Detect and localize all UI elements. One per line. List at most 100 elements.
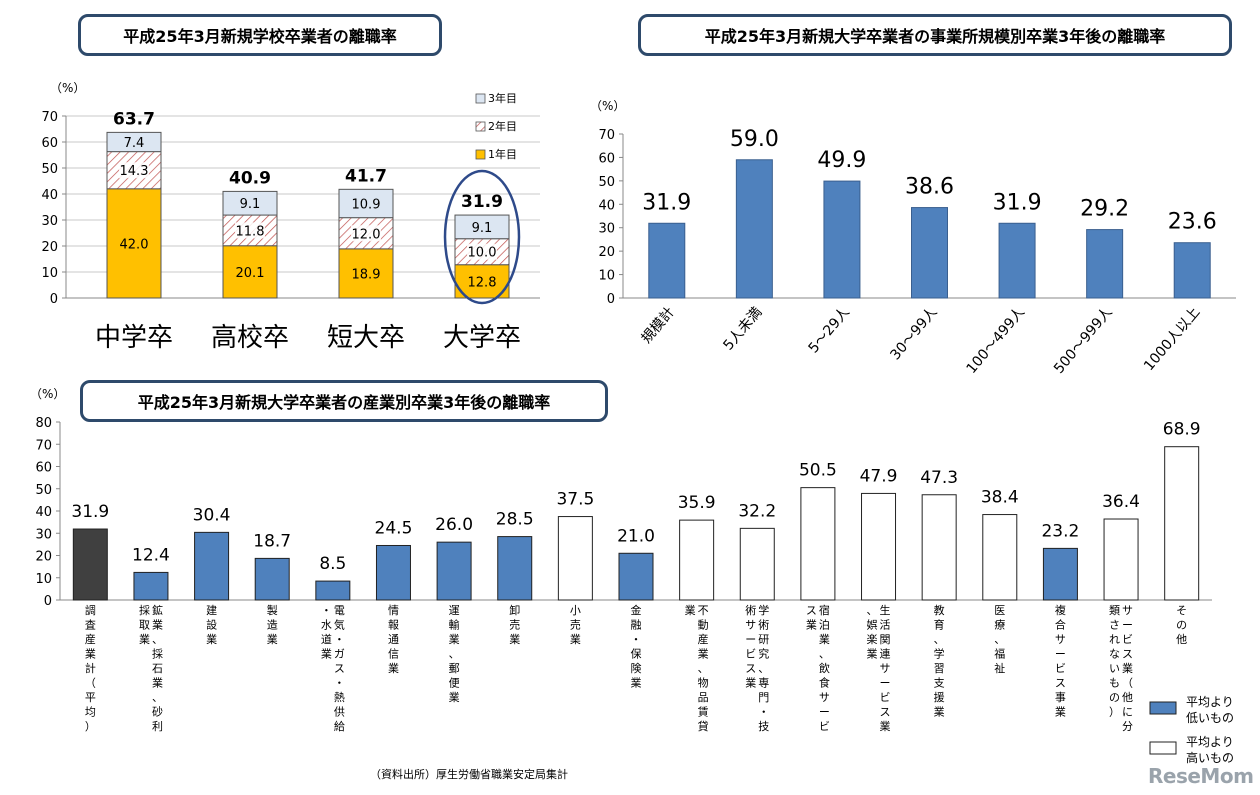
chart3-bar: [254, 557, 290, 601]
chart1-label-bg: [467, 243, 497, 260]
chart3-category-label: その他: [1176, 604, 1187, 646]
chart2-value-label: 38.6: [905, 175, 954, 200]
chart3-ytick-label: 30: [35, 527, 52, 542]
chart2-bar: [1173, 242, 1211, 299]
chart3-category-label: 採取業: [139, 603, 150, 646]
chart1-legend-label: 3年目: [488, 91, 517, 105]
chart3-bar: [436, 541, 472, 601]
chart1-bar-segment: [106, 188, 162, 299]
chart3-category-label: 教育、学習支援業: [934, 604, 945, 719]
chart3-bar: [1164, 446, 1200, 601]
chart3-value-label: 38.4: [981, 488, 1019, 508]
chart2-category-label: 5人未満: [720, 304, 765, 353]
chart3-category-label: 生活関連サービス業: [880, 603, 891, 733]
chart1-bar-segment: [106, 131, 162, 153]
chart1-bar-segment: [454, 214, 510, 240]
chart3-category-label: 学術研究、専門・技: [758, 603, 769, 733]
chart3-ytick-label: 60: [35, 461, 52, 476]
chart3-value-label: 18.7: [253, 531, 291, 551]
chart1-legend-label: 2年目: [488, 119, 517, 133]
chart3-ytick-label: 50: [35, 483, 52, 498]
chart1-legend-swatch: [475, 121, 486, 132]
chart3-bar: [133, 571, 169, 601]
chart3-category-label: 宿泊業、飲食サービ: [819, 603, 830, 733]
chart3-value-label: 23.2: [1041, 521, 1079, 541]
chart1-label-bg: [467, 273, 497, 290]
chart3-value-label: 32.2: [738, 501, 776, 521]
chart2-ytick-label: 30: [598, 222, 615, 237]
chart1-bar-segment: [338, 188, 394, 219]
chart2-ytick-label: 40: [598, 198, 615, 213]
chart3-category-label: 医療、福祉: [994, 604, 1005, 675]
chart3-value-label: 26.0: [435, 515, 473, 535]
chart3-ytick-label: 20: [35, 550, 52, 565]
chart2-value-label: 23.6: [1168, 210, 1217, 235]
source-note: （資料出所）厚生労働省職業安定局集計: [370, 768, 568, 781]
chart3-value-label: 35.9: [678, 493, 716, 513]
chart3-bar: [679, 519, 715, 601]
chart2-category-label: 規模計: [639, 304, 678, 346]
chart1-segment-label: 12.8: [468, 275, 497, 290]
chart1-legend-swatch: [475, 93, 486, 104]
chart2-value-label: 29.2: [1080, 197, 1129, 222]
chart1-ytick-label: 30: [41, 214, 58, 229]
chart1-segment-label: 9.1: [472, 221, 493, 236]
chart3-bar: [375, 544, 411, 601]
chart3-bar: [1103, 518, 1139, 601]
chart3-category-label: 製造業: [267, 603, 278, 646]
chart3-category-label: 電気・ガス・熱供給: [334, 604, 345, 733]
chart3-bar: [861, 492, 897, 601]
chart3-value-label: 47.9: [860, 466, 898, 486]
chart1-category-label: 短大卒: [327, 323, 405, 353]
chart3-category-label: 情報通信業: [388, 604, 399, 675]
chart1-ytick-label: 10: [41, 266, 58, 281]
chart2-value-label: 31.9: [642, 190, 691, 215]
chart3-ytick-label: 70: [35, 438, 52, 453]
chart2-bar: [998, 222, 1036, 299]
chart1-segment-label: 18.9: [352, 267, 381, 282]
chart1-bar-segment: [338, 217, 394, 250]
chart3-value-label: 12.4: [132, 545, 170, 565]
chart1-ytick-label: 60: [41, 136, 58, 151]
chart3-category-label: 金融・保険業: [631, 603, 642, 690]
chart3-category-label: ス業: [806, 604, 817, 632]
chart2-title: 平成25年3月新規大学卒業者の事業所規模別卒業3年後の離職率: [638, 14, 1232, 56]
chart3-legend-label: 低いもの: [1186, 711, 1234, 725]
chart3-value-label: 28.5: [496, 510, 534, 530]
chart3-value-label: 68.9: [1163, 420, 1201, 440]
chart2-bar: [823, 180, 861, 299]
chart1-total-label: 63.7: [113, 109, 155, 129]
chart3-legend-label: 平均より: [1186, 735, 1234, 749]
chart2-ytick-label: 0: [607, 292, 615, 307]
chart3-ytick-label: 40: [35, 505, 52, 520]
chart1-total-label: 31.9: [461, 192, 503, 212]
chart1-label-bg: [235, 263, 265, 280]
chart2-ytick-label: 70: [598, 128, 615, 143]
chart2-category-label: 5～29人: [806, 304, 853, 356]
chart2-category-label: 500～999人: [1051, 304, 1116, 377]
chart1-highlight-ellipse: [443, 169, 521, 305]
chart1-ylabel: （%）: [50, 81, 85, 95]
chart3-category-label: サービス業（他に分: [1122, 604, 1133, 733]
chart1-ytick-label: 20: [41, 240, 58, 255]
chart1-bar-segment: [338, 248, 394, 299]
chart1-ytick-label: 40: [41, 188, 58, 203]
chart1-segment-label: 12.0: [352, 227, 381, 242]
chart3-bar: [618, 552, 654, 601]
chart1-total-label: 41.7: [345, 166, 387, 186]
chart2-bar: [735, 159, 773, 299]
chart3-bar: [497, 536, 533, 601]
chart3-value-label: 50.5: [799, 461, 837, 481]
chart2-bar: [911, 207, 948, 299]
chart1-legend-swatch: [475, 149, 486, 160]
chart3-value-label: 47.3: [920, 468, 958, 488]
chart3-ylabel: （%）: [30, 387, 65, 401]
chart3-category-label: 、娯楽業: [867, 604, 878, 661]
chart3-ytick-label: 80: [35, 416, 52, 431]
chart2-category-label: 30～99人: [887, 304, 940, 363]
chart2-ylabel: （%）: [590, 99, 625, 113]
chart3-ytick-label: 10: [35, 572, 52, 587]
chart3-category-label: 業: [685, 604, 696, 617]
chart1-category-label: 大学卒: [443, 323, 521, 353]
chart3-category-label: 術サービス業: [745, 604, 756, 690]
